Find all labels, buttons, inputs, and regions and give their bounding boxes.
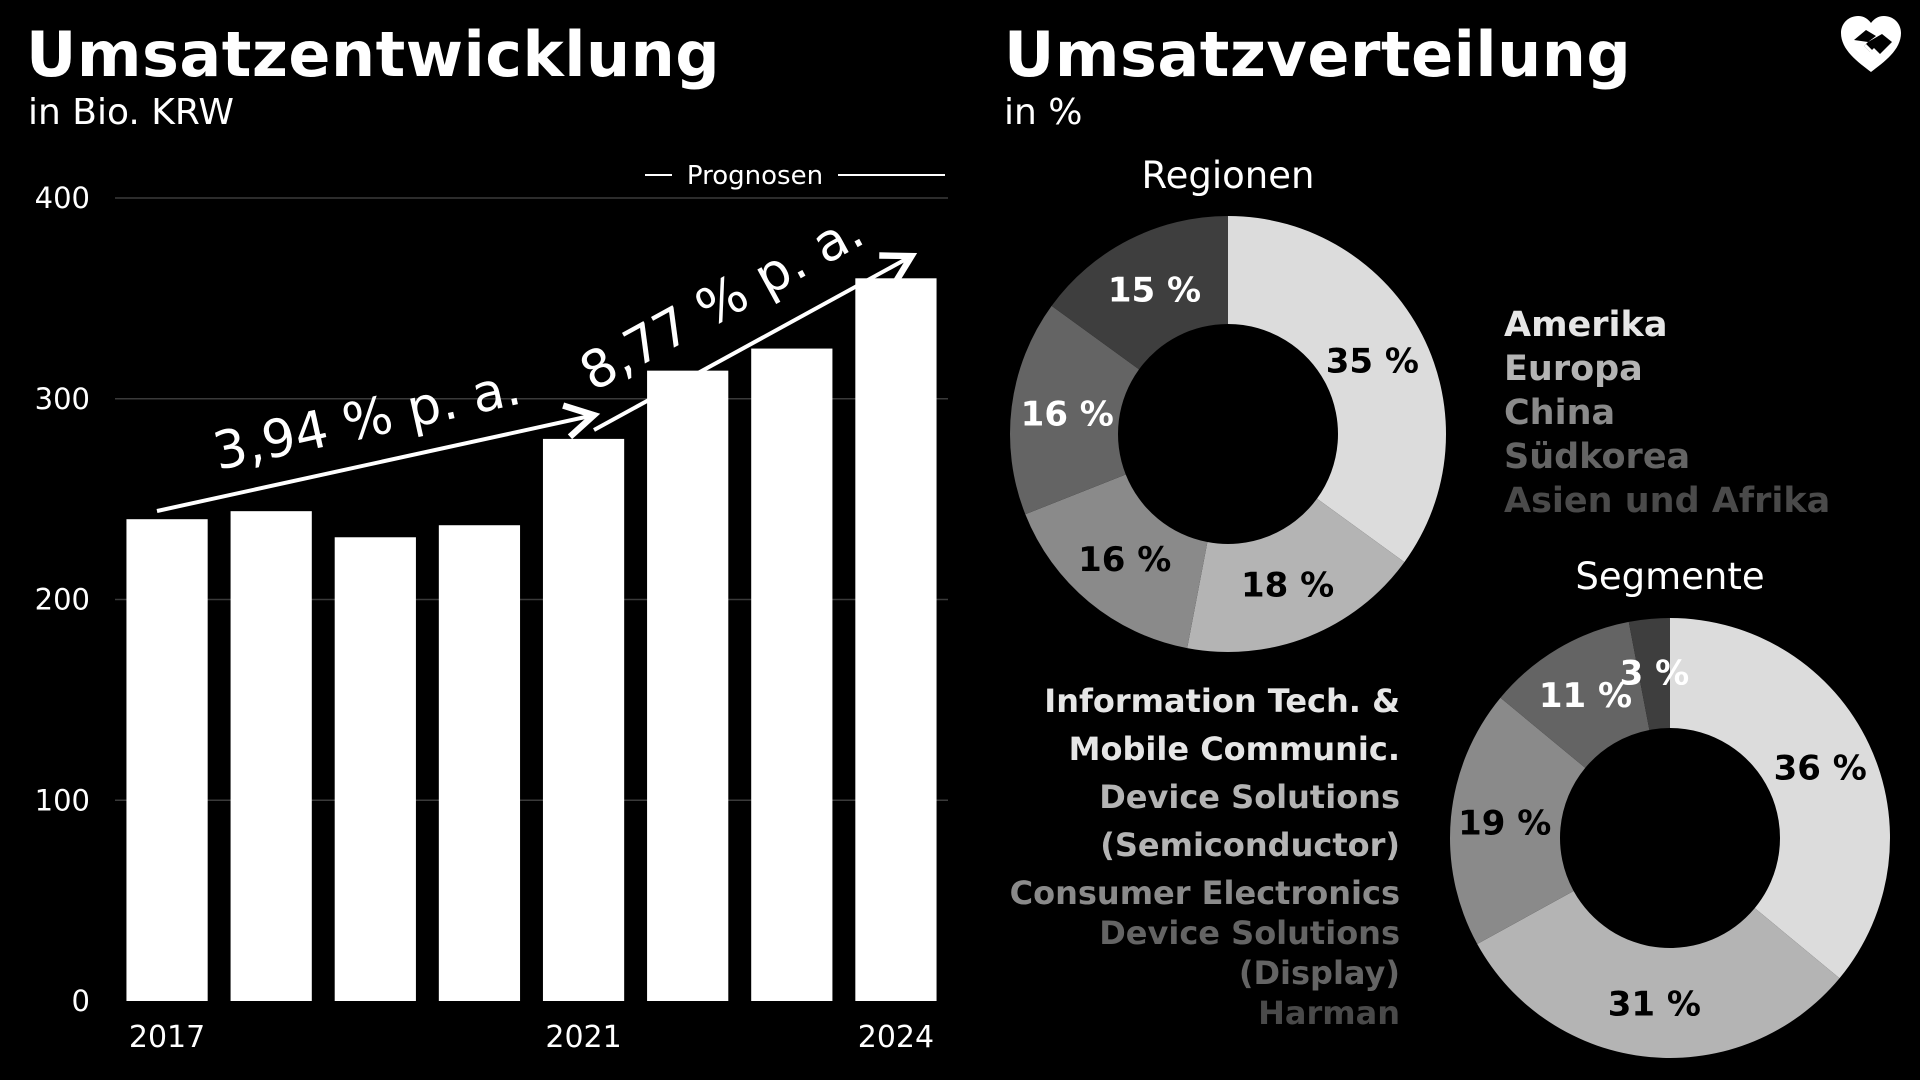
x-tick-label: 2021 [545,1020,621,1055]
y-tick-label: 200 [35,583,90,617]
slice-label: 16 % [1021,395,1114,435]
legend-item: Südkorea [1504,437,1691,477]
pie-charts: Regionen 35 % 18 % 16 % 16 % 15 % Segmente 36 %… [1010,154,1890,1058]
y-tick-label: 300 [35,382,90,416]
bar [751,348,833,1001]
slice-label: 19 % [1458,803,1551,843]
legend-item: Mobile Communic. [1068,730,1400,768]
legend-item: Europa [1504,349,1643,389]
bar [334,537,416,1001]
legend-item: Information Tech. & [1044,682,1400,720]
donut-slice [1628,618,1670,730]
regions-title: Regionen [1142,154,1315,197]
slice-label: 35 % [1326,341,1419,381]
bar-chart-subtitle: in Bio. KRW [28,92,234,133]
donut-slice [1228,216,1446,563]
legend-item: (Semiconductor) [1100,826,1400,864]
slice-label: 18 % [1241,566,1334,606]
legend-item: Device Solutions [1099,914,1400,952]
bar [855,278,937,1001]
growth-arrow [156,402,601,513]
x-tick-label: 2024 [858,1020,934,1055]
legend-item: Asien und Afrika [1504,481,1831,521]
segments-title: Segmente [1575,555,1764,598]
legend-item: Device Solutions [1099,778,1400,816]
slice-label: 3 % [1620,654,1690,694]
slice-label: 15 % [1108,271,1201,311]
slice-label: 31 % [1608,984,1701,1024]
donut-slice [1670,618,1890,979]
legend-item: Consumer Electronics [1009,874,1400,912]
x-tick-label: 2017 [129,1020,205,1055]
bar [647,370,729,1001]
y-tick-label: 0 [72,984,90,1018]
legend-item: Harman [1258,994,1400,1032]
donut-slice [1500,621,1650,768]
pie-charts-subtitle: in % [1004,92,1083,133]
legend-item: Amerika [1504,305,1668,345]
bar [126,519,208,1001]
donut-slice [1051,216,1228,370]
bar [230,511,312,1001]
slice-label: 36 % [1774,748,1867,788]
slice-label: 16 % [1078,540,1171,580]
donut-slice [1010,305,1140,515]
pie-charts-title: Umsatzverteilung [1004,18,1632,91]
donut-slice [1450,697,1586,944]
bar [542,438,625,1001]
y-tick-label: 400 [35,181,90,215]
forecast-label: Prognosen [687,161,823,191]
bar-chart-title: Umsatzentwicklung [26,18,721,91]
bar [438,525,521,1001]
slice-label: 11 % [1539,676,1632,716]
heart-handshake-icon [1841,16,1901,72]
growth-arrow [593,252,918,432]
y-tick-label: 100 [35,783,90,817]
legend-item: China [1504,393,1616,433]
donut-slice [1025,474,1208,649]
legend-item: (Display) [1238,954,1400,992]
donut-slice [1477,890,1840,1058]
donut-slice [1187,498,1405,652]
